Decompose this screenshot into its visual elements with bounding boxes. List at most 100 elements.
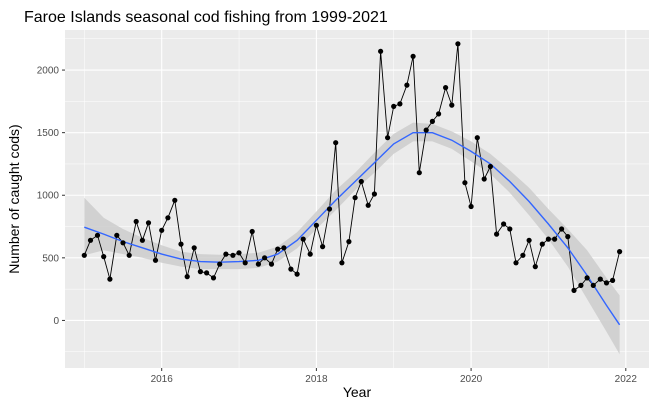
data-point bbox=[565, 234, 571, 240]
data-point bbox=[462, 180, 468, 186]
data-point bbox=[133, 218, 139, 225]
data-point bbox=[397, 101, 403, 107]
x-tick-label: 2016 bbox=[151, 374, 174, 385]
data-point bbox=[294, 271, 300, 277]
data-point bbox=[114, 232, 120, 238]
data-point bbox=[513, 260, 519, 266]
y-tick-label: 500 bbox=[42, 253, 59, 264]
data-point bbox=[371, 191, 377, 197]
y-tick-label: 1000 bbox=[37, 191, 60, 202]
data-point bbox=[275, 246, 281, 252]
data-point bbox=[526, 237, 532, 243]
data-point bbox=[165, 215, 171, 221]
data-point bbox=[532, 264, 538, 270]
data-point bbox=[139, 237, 145, 243]
points-layer bbox=[81, 41, 623, 293]
x-tick-label: 2022 bbox=[615, 374, 638, 385]
x-tick-label: 2018 bbox=[305, 374, 328, 385]
data-point bbox=[443, 85, 449, 91]
data-point bbox=[152, 257, 159, 263]
data-point bbox=[101, 254, 107, 260]
data-point bbox=[159, 227, 165, 233]
data-point bbox=[571, 287, 577, 293]
data-point bbox=[178, 241, 184, 247]
data-point bbox=[87, 237, 94, 243]
data-point bbox=[468, 203, 474, 210]
data-point bbox=[333, 140, 339, 146]
y-tick-label: 2000 bbox=[37, 66, 60, 77]
data-point bbox=[410, 53, 416, 59]
data-point bbox=[610, 277, 616, 283]
data-point bbox=[545, 236, 552, 242]
smooth-line bbox=[84, 131, 621, 326]
data-point bbox=[404, 82, 410, 88]
data-point bbox=[584, 275, 590, 281]
data-point bbox=[217, 261, 223, 267]
data-point bbox=[320, 244, 326, 250]
data-point bbox=[94, 232, 101, 238]
data-point bbox=[197, 269, 203, 275]
y-tick-label: 0 bbox=[53, 316, 59, 327]
data-point bbox=[223, 251, 229, 257]
data-point bbox=[578, 282, 584, 288]
data-point bbox=[242, 260, 248, 266]
data-point bbox=[191, 245, 197, 251]
data-point bbox=[346, 239, 352, 245]
data-point bbox=[436, 111, 442, 117]
data-point bbox=[378, 48, 384, 54]
data-point bbox=[236, 250, 242, 256]
x-tick-label: 2020 bbox=[460, 374, 483, 385]
data-point bbox=[590, 282, 596, 288]
data-point bbox=[145, 220, 152, 226]
data-point bbox=[262, 255, 268, 261]
smooth-line-layer bbox=[84, 131, 621, 326]
data-point bbox=[474, 135, 480, 141]
data-point bbox=[339, 260, 345, 266]
axis-layer: 2016 2018 2020 2022 0 500 1000 1500 2000 bbox=[37, 66, 638, 385]
data-point bbox=[126, 252, 132, 258]
data-point bbox=[81, 252, 87, 258]
data-point bbox=[617, 249, 623, 255]
data-point bbox=[449, 102, 455, 108]
data-point bbox=[230, 252, 236, 258]
y-tick-label: 1500 bbox=[37, 128, 60, 139]
data-point bbox=[313, 222, 319, 228]
data-point bbox=[494, 231, 500, 237]
observed-line bbox=[83, 43, 621, 292]
data-point bbox=[391, 103, 397, 109]
y-axis-label: Number of caught cods) bbox=[6, 124, 22, 273]
data-point bbox=[326, 206, 333, 212]
data-point bbox=[603, 280, 610, 286]
data-point bbox=[520, 252, 526, 258]
data-point bbox=[300, 236, 306, 242]
data-point bbox=[288, 266, 294, 272]
chart-title: Faroe Islands seasonal cod fishing from … bbox=[24, 9, 388, 26]
data-point bbox=[107, 276, 113, 282]
data-point bbox=[307, 251, 313, 257]
data-point bbox=[365, 202, 371, 208]
data-point bbox=[487, 163, 493, 170]
data-point bbox=[268, 261, 275, 267]
data-point bbox=[559, 226, 565, 232]
data-point bbox=[416, 170, 422, 176]
data-point bbox=[507, 226, 513, 232]
data-point bbox=[184, 274, 190, 280]
x-axis-label: Year bbox=[343, 384, 372, 400]
data-point bbox=[120, 240, 126, 246]
data-point bbox=[539, 241, 545, 247]
data-point bbox=[455, 41, 461, 47]
data-point bbox=[255, 261, 261, 267]
data-point bbox=[352, 195, 358, 201]
data-point bbox=[429, 118, 435, 124]
data-point bbox=[597, 276, 603, 282]
data-point bbox=[172, 197, 178, 203]
data-point bbox=[210, 275, 217, 281]
data-point bbox=[281, 245, 287, 251]
data-point bbox=[385, 135, 391, 141]
data-point bbox=[249, 228, 255, 235]
data-point bbox=[204, 270, 210, 276]
data-point bbox=[552, 236, 558, 242]
data-point bbox=[423, 127, 429, 133]
